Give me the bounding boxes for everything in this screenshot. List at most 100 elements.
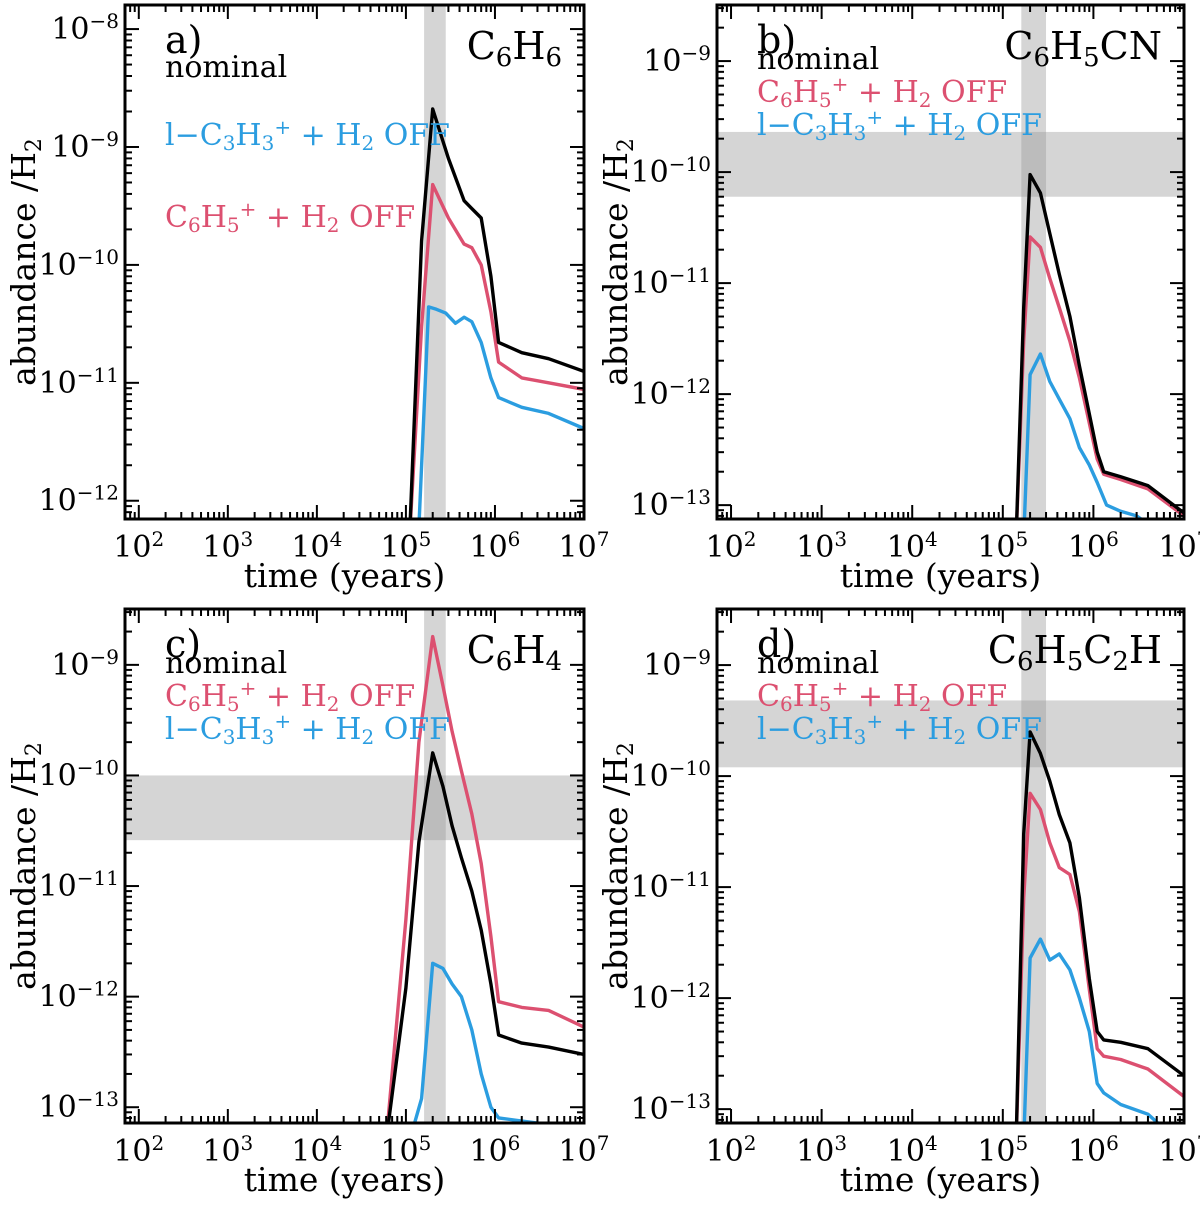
plot-frame — [123, 607, 586, 1125]
x-tick-label: 104 — [291, 1131, 342, 1169]
panel-a: 102 103 104 105 106 10710−1210−1110−1010−910−… — [4, 3, 609, 595]
plot-area — [717, 5, 1184, 519]
y-tick-label: 10−10 — [631, 756, 711, 794]
plot-frame — [715, 3, 1186, 521]
panel-b: 10210310410510610710−1310−1210−1110−1010… — [596, 3, 1200, 595]
legend-entry: nominal — [757, 646, 879, 681]
x-tick-label: 105 — [380, 527, 431, 565]
panel-label: d) — [757, 622, 796, 666]
series-line-0 — [386, 751, 584, 1123]
species-title: C6H5CN — [1004, 24, 1162, 73]
panel-label: a) — [165, 18, 202, 62]
y-tick-label: 10−12 — [39, 481, 119, 519]
series-line-2 — [417, 305, 584, 519]
x-tick-label: 103 — [202, 527, 253, 565]
legend-entry: l−C3H3+ + H2 OFF — [757, 105, 1042, 145]
y-tick-label: 10−9 — [643, 645, 711, 683]
x-tick-label: 104 — [291, 527, 342, 565]
legend-entry: C6H5+ + H2 OFF — [165, 197, 415, 237]
x-axis-label: time (years) — [840, 556, 1041, 595]
y-axis: 10−13 10−12 10−11 10−10 10−9 — [39, 611, 584, 1125]
panel-label: c) — [165, 622, 201, 666]
y-tick-label: 10−10 — [39, 245, 119, 283]
species-title: C6H6 — [467, 24, 562, 73]
y-axis: 10−12 10−11 10−10 10−9 10−8 — [39, 9, 584, 520]
x-tick-label: 107 — [559, 1131, 610, 1169]
y-tick-label: 10−10 — [631, 152, 711, 190]
y-tick-label: 10−11 — [631, 263, 711, 301]
x-tick-label: 102 — [113, 1131, 164, 1169]
y-tick-label: 10−9 — [51, 645, 119, 683]
observed-abundance-band — [717, 131, 1184, 197]
observed-abundance-band — [717, 700, 1184, 768]
series-line-0 — [1015, 172, 1184, 519]
legend-entry: C6H5+ + H2 OFF — [757, 676, 1007, 716]
x-axis: 102 103 104 105 106 107 — [113, 5, 609, 565]
y-axis-label: abundance /H2 — [4, 742, 47, 990]
y-tick-label: 10−13 — [631, 1089, 711, 1127]
legend-entry: l−C3H3+ + H2 OFF — [757, 709, 1042, 749]
x-tick-label: 103 — [202, 1131, 253, 1169]
panel-c: 102 103 104 105 106 10710−1310−1210−1110−1010… — [4, 607, 609, 1199]
x-tick-label: 106 — [1068, 527, 1119, 565]
x-axis: 102 103 104 105 106 107 — [706, 5, 1200, 565]
legend-entry: C6H5+ + H2 OFF — [757, 72, 1007, 112]
x-tick-label: 107 — [1159, 527, 1200, 565]
legend-entry: nominal — [757, 42, 879, 77]
legend-entry: nominal — [165, 646, 287, 681]
y-tick-label: 10−11 — [39, 363, 119, 401]
panel-d: 10210310410510610710−1310−1210−1110−1010… — [596, 607, 1200, 1199]
y-tick-label: 10−11 — [39, 866, 119, 904]
x-tick-label: 106 — [469, 1131, 520, 1169]
x-axis-label: time (years) — [244, 556, 445, 595]
y-axis: 10−13 10−12 10−11 10−10 10−9 — [631, 611, 1184, 1127]
x-tick-label: 105 — [977, 1131, 1028, 1169]
plot-area — [717, 609, 1184, 1123]
series-line-0 — [408, 107, 584, 519]
x-tick-label: 104 — [887, 527, 938, 565]
y-tick-label: 10−9 — [51, 127, 119, 165]
observed-abundance-band — [125, 775, 584, 841]
plot-area — [408, 5, 584, 519]
x-axis-label: time (years) — [244, 1160, 445, 1199]
series-line-1 — [408, 182, 584, 519]
x-tick-label: 107 — [1159, 1131, 1200, 1169]
x-tick-label: 105 — [380, 1131, 431, 1169]
plot-frame — [715, 607, 1186, 1125]
legend: nominal l−C3H3+ + H2 OFF C6H5+ + H2 OFF — [165, 50, 450, 237]
y-axis-label: abundance /H2 — [596, 138, 639, 386]
y-tick-label: 10−13 — [39, 1087, 119, 1125]
y-axis-label: abundance /H2 — [4, 138, 47, 386]
x-tick-label: 102 — [706, 527, 757, 565]
x-tick-label: 106 — [469, 527, 520, 565]
x-tick-label: 104 — [887, 1131, 938, 1169]
y-tick-label: 10−8 — [51, 9, 119, 47]
x-axis: 102 103 104 105 106 107 — [113, 609, 609, 1169]
legend-entry: l−C3H3+ + H2 OFF — [165, 709, 450, 749]
panel-label: b) — [757, 18, 796, 62]
y-tick-label: 10−13 — [631, 485, 711, 523]
series-line-1 — [1015, 235, 1184, 519]
x-tick-label: 103 — [796, 527, 847, 565]
legend-entry: l−C3H3+ + H2 OFF — [165, 115, 450, 155]
legend-entry: C6H5+ + H2 OFF — [165, 676, 415, 716]
series-line-1 — [1015, 791, 1184, 1123]
y-tick-label: 10−9 — [643, 41, 711, 79]
x-axis: 102 103 104 105 106 107 — [706, 609, 1200, 1169]
x-tick-label: 103 — [796, 1131, 847, 1169]
plot-frame — [123, 3, 586, 521]
y-tick-label: 10−11 — [631, 867, 711, 905]
species-title: C6H4 — [467, 628, 562, 677]
y-axis-label: abundance /H2 — [596, 742, 639, 990]
series-line-1 — [386, 634, 584, 1123]
series-line-2 — [1022, 937, 1161, 1123]
y-tick-label: 10−12 — [631, 978, 711, 1016]
x-axis-label: time (years) — [840, 1160, 1041, 1199]
y-tick-label: 10−10 — [39, 755, 119, 793]
species-title: C6H5C2H — [988, 628, 1162, 677]
x-tick-label: 102 — [706, 1131, 757, 1169]
y-axis: 10−13 10−12 10−11 10−10 10−9 — [631, 7, 1184, 523]
